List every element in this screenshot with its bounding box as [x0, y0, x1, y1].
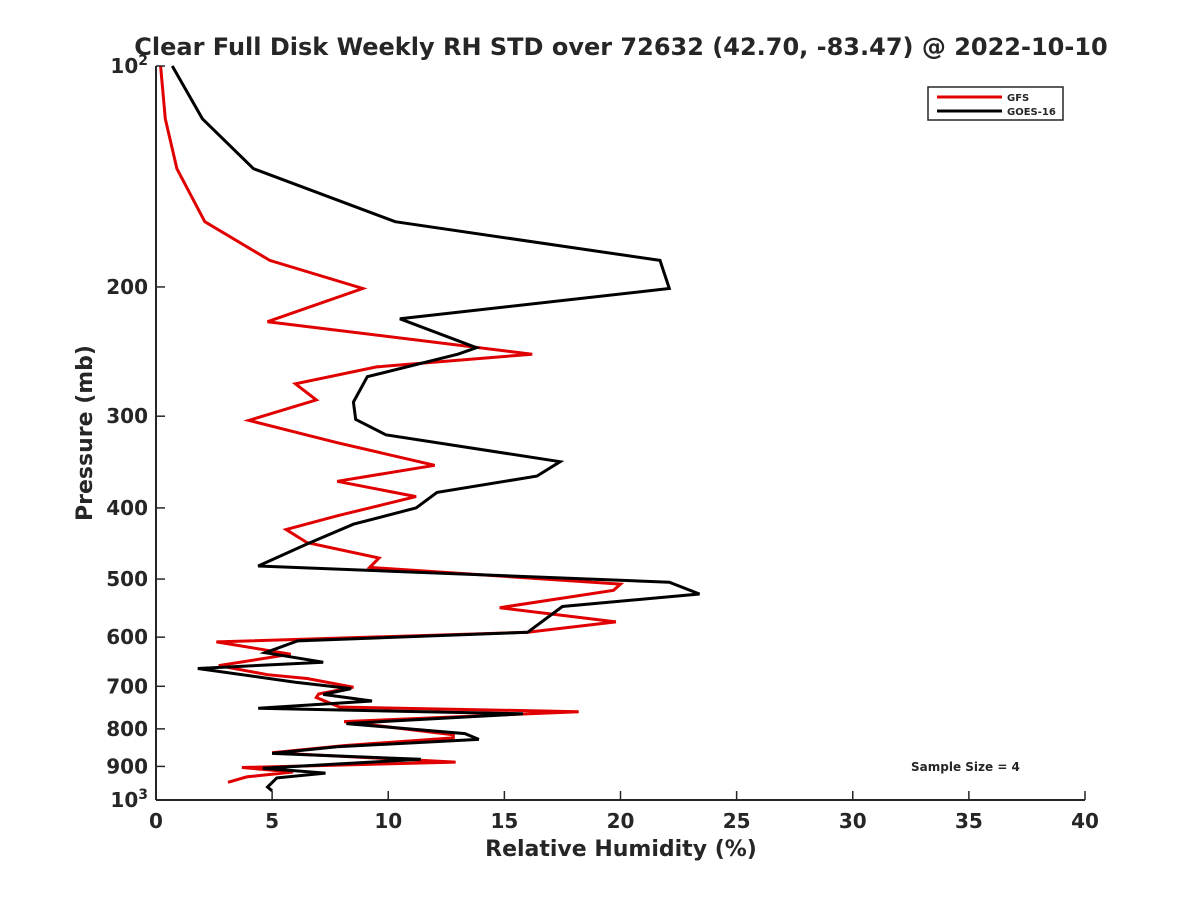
- chart-title: Clear Full Disk Weekly RH STD over 72632…: [134, 33, 1107, 61]
- legend-label: GOES-16: [1007, 107, 1056, 118]
- y-tick-label: 700: [106, 674, 148, 698]
- y-tick-label: 103: [110, 787, 148, 812]
- y-axis-label: Pressure (mb): [73, 345, 98, 521]
- legend: GFS GOES-16: [927, 86, 1064, 121]
- y-tick-label: 200: [106, 275, 148, 299]
- x-tick-label: 15: [490, 809, 518, 833]
- x-tick-label: 20: [607, 809, 635, 833]
- series-line: [159, 65, 625, 784]
- series-layer: [159, 65, 701, 793]
- x-tick-label: 10: [374, 809, 402, 833]
- x-tick-label: 40: [1071, 809, 1099, 833]
- y-tick-label: 400: [106, 496, 148, 520]
- x-tick-label: 35: [955, 809, 983, 833]
- series-line: [170, 65, 701, 793]
- x-tick-label: 25: [723, 809, 751, 833]
- y-tick-label: 300: [106, 404, 148, 428]
- y-tick-label: 800: [106, 717, 148, 741]
- y-tick-label: 600: [106, 625, 148, 649]
- legend-box: [927, 86, 1064, 121]
- legend-label: GFS: [1007, 93, 1029, 104]
- plot-area: 0 5 10 15 20 25 30 35 40 102 200 300 400 500 600 700 80…: [106, 53, 1099, 833]
- x-axis-label: Relative Humidity (%): [485, 837, 757, 862]
- legend-items: GFS GOES-16: [937, 93, 1056, 118]
- y-tick-label: 500: [106, 567, 148, 591]
- series-goes-16: [170, 65, 701, 793]
- x-tick-label: 5: [265, 809, 279, 833]
- y-tick-label: 102: [110, 53, 148, 78]
- x-tick-label: 30: [839, 809, 867, 833]
- x-ticks: 0 5 10 15 20 25 30 35 40: [149, 791, 1099, 833]
- y-ticks: 102 200 300 400 500 600 700 800 900 103: [106, 53, 165, 812]
- y-tick-label: 900: [106, 754, 148, 778]
- x-tick-label: 0: [149, 809, 163, 833]
- sample-size-annotation: Sample Size = 4: [911, 760, 1020, 774]
- series-gfs: [159, 65, 625, 784]
